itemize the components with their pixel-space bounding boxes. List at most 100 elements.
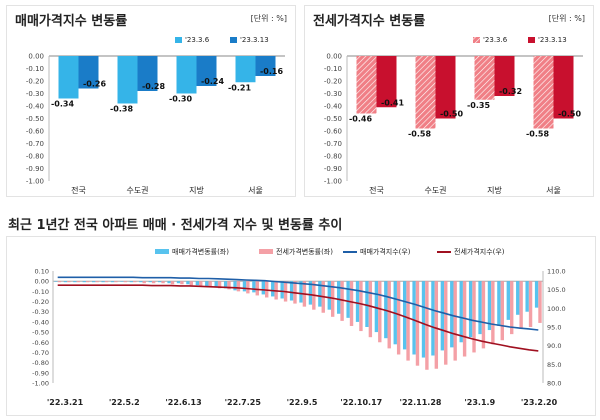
jeonse-rate-bar [208, 281, 212, 288]
jeonse-rate-bar [85, 281, 90, 283]
y-tick-label: -0.20 [324, 78, 342, 86]
sale-rate-title: 매매가격지수 변동률 [15, 14, 128, 29]
sale-rate-chart: 0.00 -0.10 -0.20 -0.30 -0.40 -0.50 -0.60 -0.70 -… [26, 36, 285, 195]
jeonse-rate-bar [142, 281, 146, 284]
sale-rate-bar [327, 281, 331, 310]
jeonse-rate-bar [481, 281, 486, 349]
legend-label: 매매가격지수(우) [360, 247, 411, 256]
data-label: -0.58 [408, 130, 431, 139]
data-label: -0.16 [260, 67, 283, 76]
sale-rate-bar [233, 281, 237, 291]
legend-label: '23.3.13 [240, 36, 269, 44]
legend-label: 전세가격지수(우) [454, 247, 505, 256]
sale-rate-bar [148, 281, 152, 283]
jeonse-rate-bar [538, 281, 542, 323]
left-y-tick-label: -0.50 [32, 329, 49, 337]
sale-rate-bar [92, 281, 96, 283]
category-label: 전국 [369, 185, 384, 195]
category-label: 서울 [546, 186, 561, 195]
category-label: 지방 [189, 185, 204, 195]
left-y-tick-label: -0.80 [32, 359, 49, 367]
legend-label: 전세가격변동률(좌) [276, 247, 333, 256]
data-label: -0.50 [440, 110, 463, 119]
legend-swatch [175, 37, 182, 43]
right-y-tick-label: 85.0 [547, 361, 561, 369]
jeonse-rate-bar [180, 281, 184, 285]
y-tick-label: -0.90 [324, 165, 342, 173]
right-y-tick-label: 80.0 [547, 380, 561, 388]
bar [255, 56, 276, 76]
y-tick-label: -0.40 [324, 103, 342, 111]
y-tick-label: -0.30 [324, 90, 342, 98]
right-y-tick-label: 105.0 [547, 286, 566, 294]
x-tick-label: '23.2.20 [521, 398, 558, 407]
data-label: -0.26 [83, 80, 106, 89]
x-tick-label: '22.7.25 [225, 398, 262, 407]
sale-rate-bar [214, 281, 218, 288]
y-tick-label: 0.00 [326, 53, 342, 61]
y-tick-label: -0.60 [324, 128, 342, 136]
jeonse-rate-title: 전세가격지수 변동률 [313, 14, 426, 29]
data-label: -0.32 [499, 87, 522, 96]
sale-rate-bar [54, 281, 58, 282]
sale-rate-bar [223, 281, 228, 289]
sale-rate-bar [289, 281, 294, 301]
data-label: -0.38 [110, 105, 133, 114]
sale-rate-bar [440, 281, 445, 351]
right-y-tick-label: 100.0 [547, 305, 566, 313]
jeonse-rate-bar [472, 281, 476, 353]
y-tick-label: -0.70 [324, 140, 342, 148]
x-tick-label: '22.11.28 [400, 398, 442, 407]
left-y-tick-label: -0.10 [32, 288, 49, 296]
jeonse-index-line [57, 284, 539, 352]
jeonse-rate-bar [396, 281, 401, 355]
bar [356, 56, 377, 114]
jeonse-rate-bar [519, 281, 523, 330]
legend-label: '23.3.13 [538, 36, 567, 44]
sale-rate-bar [337, 281, 341, 314]
bar [196, 56, 217, 86]
data-label: -0.46 [349, 115, 372, 124]
right-y-tick-label: 90.0 [547, 342, 561, 350]
bar [533, 56, 554, 129]
legend-swatch [473, 37, 480, 43]
jeonse-rate-unit: [단위 : %] [548, 14, 585, 23]
jeonse-rate-bar [255, 281, 259, 296]
category-label: 전국 [71, 185, 86, 195]
bar [137, 56, 158, 91]
sale-rate-bar [186, 281, 190, 285]
legend-swatch [259, 249, 273, 254]
bar [78, 56, 99, 89]
left-y-tick-label: -0.60 [32, 339, 49, 347]
jeonse-rate-bar [387, 281, 391, 349]
sale-rate-bar [450, 281, 454, 348]
sale-rate-bar [242, 281, 247, 292]
jeonse-rate-bar [510, 281, 514, 335]
y-tick-label: -1.00 [324, 178, 342, 186]
sale-rate-bar [280, 281, 284, 299]
legend-swatch [528, 37, 535, 43]
sale-rate-unit: [단위 : %] [250, 14, 287, 23]
y-tick-label: -0.80 [324, 153, 342, 161]
sale-rate-bar [468, 281, 473, 338]
data-label: -0.35 [467, 101, 490, 110]
data-label: -0.24 [201, 77, 224, 86]
jeonse-rate-bar [368, 281, 373, 338]
category-label: 수도권 [126, 185, 148, 195]
bar [235, 56, 256, 83]
trend-chart: 매매가격변동률(좌) 전세가격변동률(좌) 매매가격지수(우) 전세가격지수(우) 0.… [32, 247, 566, 407]
data-label: -0.50 [558, 110, 581, 119]
data-label: -0.58 [526, 130, 549, 139]
left-y-tick-label: -0.40 [32, 318, 49, 326]
sale-rate-bar [421, 281, 426, 358]
jeonse-rate-bar [67, 281, 71, 283]
legend-label: '23.3.6 [185, 36, 210, 44]
trend-title: 최근 1년간 전국 아파트 매매 · 전세가격 지수 및 변동률 추이 [8, 218, 343, 233]
jeonse-rate-bar [217, 281, 222, 289]
y-tick-label: -0.70 [26, 140, 44, 148]
sale-rate-bar [487, 281, 492, 331]
x-tick-label: '22.6.13 [165, 398, 201, 407]
jeonse-rate-bar [236, 281, 241, 292]
jeonse-rate-chart: 0.00 -0.10 -0.20 -0.30 -0.40 -0.50 -0.60 -0.70 -… [324, 36, 583, 195]
jeonse-rate-bar [378, 281, 382, 343]
